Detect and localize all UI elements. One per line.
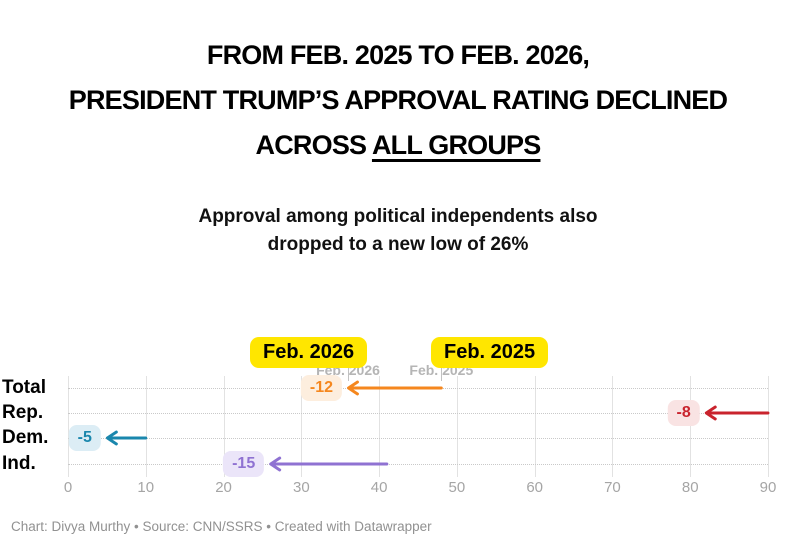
row-label-ind: Ind. [2,453,36,474]
row-guide-line [68,388,768,389]
title-line-3-prefix: ACROSS [255,130,372,160]
title-line-2: PRESIDENT TRUMP’S APPROVAL RATING DECLIN… [68,85,728,115]
gridline-x-10 [145,376,147,477]
gridline-x-50 [456,376,458,477]
gridline-x-40 [379,376,381,477]
gridline-x-90 [768,376,769,477]
title-line-3: ACROSS ALL GROUPS [0,123,796,168]
row-label-total: Total [2,377,46,398]
change-badge-dem: -5 [68,425,101,451]
chart-subtitle: Approval among political independents al… [0,203,796,259]
x-axis-tick-label: 60 [526,479,543,496]
row-guide-line [68,413,768,414]
change-badge-total: -12 [300,375,342,401]
row-label-rep: Rep. [2,402,44,423]
gridline-x-70 [612,376,614,477]
gridline-x-80 [690,376,692,477]
gridline-x-0 [68,376,69,477]
x-axis-tick-label: 0 [63,479,73,496]
title-line-1: FROM FEB. 2025 TO FEB. 2026, [206,40,590,70]
gridline-x-20 [223,376,225,477]
change-badge-ind: -15 [223,451,265,477]
x-axis-tick-label: 90 [759,479,777,496]
row-guide-line [68,464,768,465]
x-axis-tick-label: 10 [137,479,155,496]
gridline-x-30 [301,376,303,477]
x-axis-tick-label: 70 [604,479,621,496]
attribution-footer: Chart: Divya Murthy • Source: CNN/SSRS •… [11,519,432,534]
gridline-x-60 [534,376,536,477]
x-axis-tick-label: 50 [448,479,466,496]
subtitle-line-2: dropped to a new low of 26% [267,234,529,255]
subtitle-line-1: Approval among political independents al… [198,206,598,227]
change-badge-rep: -8 [667,400,700,426]
annotation-tick [348,368,349,381]
annotation-feb-2026: Feb. 2026 [250,337,368,368]
chart-title: FROM FEB. 2025 TO FEB. 2026, PRESIDENT T… [0,33,796,168]
annotation-feb-2025: Feb. 2025 [431,337,549,368]
row-guide-line [68,438,768,439]
x-axis-tick-label: 80 [681,479,699,496]
x-axis-tick-label: 30 [292,479,310,496]
title-line-3-underlined: ALL GROUPS [371,130,541,160]
annotation-tick [441,368,443,381]
row-label-dem: Dem. [2,427,49,448]
x-axis-tick-label: 40 [370,479,388,496]
x-axis-tick-label: 20 [215,479,232,496]
